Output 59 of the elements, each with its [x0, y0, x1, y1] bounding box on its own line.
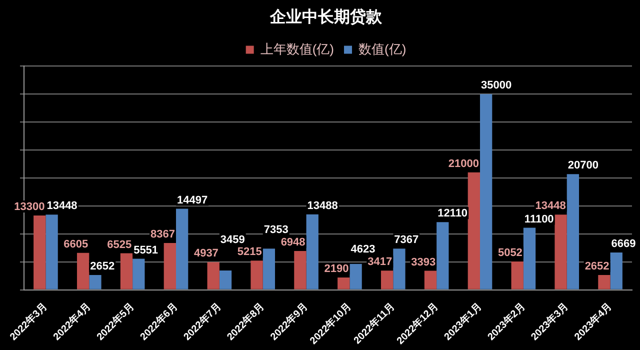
data-label: 5215 — [237, 246, 262, 258]
bar — [164, 243, 176, 290]
data-label: 6605 — [64, 238, 88, 250]
bar — [250, 260, 263, 290]
data-label: 3393 — [411, 256, 436, 268]
data-label: 6525 — [107, 238, 132, 251]
bar — [294, 250, 306, 290]
data-label: 20700 — [568, 160, 598, 172]
data-label: 14497 — [177, 194, 208, 206]
data-label: 6669 — [611, 238, 636, 250]
bar — [207, 262, 220, 290]
data-label: 2652 — [584, 260, 610, 272]
data-label: 12110 — [438, 208, 468, 220]
bar — [350, 264, 362, 290]
chart-title: 企业中长期贷款 — [269, 8, 383, 26]
bar — [89, 274, 102, 290]
data-label: 8367 — [150, 228, 176, 241]
data-label: 7353 — [264, 224, 288, 236]
bar — [566, 174, 580, 290]
data-label: 4937 — [194, 248, 218, 260]
data-label: 3459 — [220, 234, 245, 246]
data-label: 13488 — [307, 200, 338, 212]
data-label: 3417 — [368, 256, 392, 268]
legend-label: 数值(亿) — [358, 41, 406, 56]
bar — [480, 94, 492, 290]
data-label: 21000 — [448, 158, 480, 170]
bar — [436, 222, 449, 290]
bar — [46, 214, 58, 290]
bar — [523, 228, 536, 290]
bar — [262, 248, 276, 290]
data-label: 13448 — [46, 200, 78, 212]
data-label: 11100 — [524, 213, 554, 226]
bar — [219, 270, 232, 290]
legend-label: 上年数值(亿) — [260, 41, 334, 56]
data-label: 35000 — [481, 80, 512, 92]
bar — [76, 252, 90, 290]
bar — [424, 270, 437, 290]
data-label: 13300 — [14, 200, 45, 213]
data-label: 13448 — [535, 200, 566, 212]
bar — [120, 253, 133, 290]
bar — [338, 278, 350, 290]
bar — [554, 214, 567, 290]
bar — [511, 262, 524, 290]
bar — [306, 214, 318, 290]
bar — [468, 172, 480, 290]
bar — [380, 270, 394, 290]
data-label: 6948 — [280, 236, 306, 248]
bar — [598, 274, 610, 290]
data-label: 5052 — [498, 247, 522, 260]
bar — [176, 208, 188, 290]
data-label: 2652 — [90, 260, 115, 272]
data-label: 7367 — [394, 234, 419, 246]
data-label: 4623 — [350, 243, 376, 256]
bar — [34, 215, 46, 290]
bar — [610, 252, 622, 290]
bar — [132, 258, 145, 290]
data-label: 2190 — [324, 263, 349, 276]
data-label: 5551 — [134, 244, 158, 256]
bar — [393, 248, 406, 290]
